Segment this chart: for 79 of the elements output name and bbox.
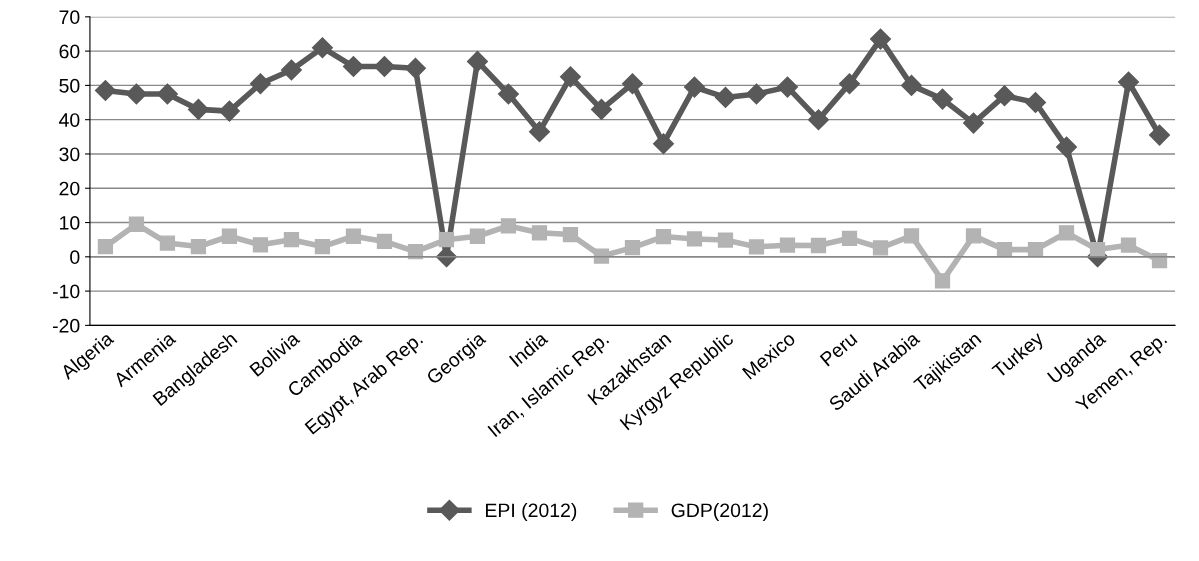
point: [590, 98, 612, 120]
point: [94, 80, 116, 102]
point: [159, 235, 176, 251]
x-tick-label: Peru: [819, 331, 858, 367]
point: [280, 59, 302, 81]
point: [252, 237, 269, 253]
point: [190, 238, 207, 255]
point: [376, 233, 393, 250]
point: [652, 133, 674, 155]
point: [624, 239, 641, 256]
y-tick-label: -20: [52, 318, 80, 333]
y-tick-label: 10: [60, 216, 80, 230]
point: [838, 73, 861, 95]
point: [531, 225, 548, 241]
point: [559, 66, 581, 88]
point: [97, 238, 114, 255]
point: [869, 28, 892, 50]
point: [345, 228, 362, 244]
point: [1117, 71, 1140, 93]
point: [745, 83, 767, 105]
point: [497, 83, 519, 105]
point: [311, 37, 333, 59]
point: [965, 228, 982, 244]
y-tick-label: -10: [52, 284, 80, 299]
point: [1149, 124, 1171, 146]
y-tick-label: 70: [59, 10, 80, 25]
point: [1055, 136, 1078, 158]
point: [1120, 237, 1137, 253]
y-tick-label: 30: [59, 147, 80, 162]
point: [342, 56, 364, 78]
point: [156, 83, 178, 105]
point: [621, 73, 643, 95]
point: [776, 76, 799, 98]
point: [218, 100, 240, 122]
y-tick-label: 40: [59, 113, 80, 127]
y-tick-label: 50: [59, 78, 80, 93]
point: [466, 50, 488, 72]
point: [748, 239, 765, 255]
legend-label: EPI (2012): [486, 502, 577, 522]
point: [249, 73, 271, 95]
y-tick-label: 0: [70, 250, 80, 265]
point: [593, 248, 610, 264]
y-tick-label: 60: [59, 44, 80, 59]
point: [931, 88, 954, 110]
point: [1089, 241, 1106, 258]
point: [717, 232, 734, 248]
point: [314, 238, 331, 255]
point: [779, 237, 796, 253]
point: [903, 228, 920, 244]
point: [562, 226, 579, 243]
point: [1027, 241, 1044, 258]
point: [993, 85, 1016, 107]
point: [807, 109, 830, 131]
point: [438, 232, 455, 248]
point: [528, 121, 550, 143]
point: [373, 56, 395, 78]
point: [187, 98, 209, 120]
point: [655, 228, 672, 245]
point: [1058, 225, 1075, 241]
point: [686, 231, 703, 247]
point: [714, 86, 736, 108]
point: [404, 57, 426, 79]
point: [996, 241, 1013, 258]
point: [962, 112, 985, 134]
point: [1024, 92, 1047, 114]
point: [469, 228, 486, 244]
point: [900, 74, 923, 96]
point: [221, 228, 238, 244]
point: [934, 273, 951, 289]
y-tick-label: 20: [59, 181, 80, 196]
point: [810, 237, 827, 254]
point: [683, 76, 705, 98]
point: [500, 218, 517, 234]
point: [125, 83, 147, 105]
legend-label: GDP(2012): [671, 502, 768, 522]
point: [283, 232, 300, 248]
point: [872, 240, 889, 256]
point: [841, 230, 858, 246]
point: [128, 216, 145, 232]
